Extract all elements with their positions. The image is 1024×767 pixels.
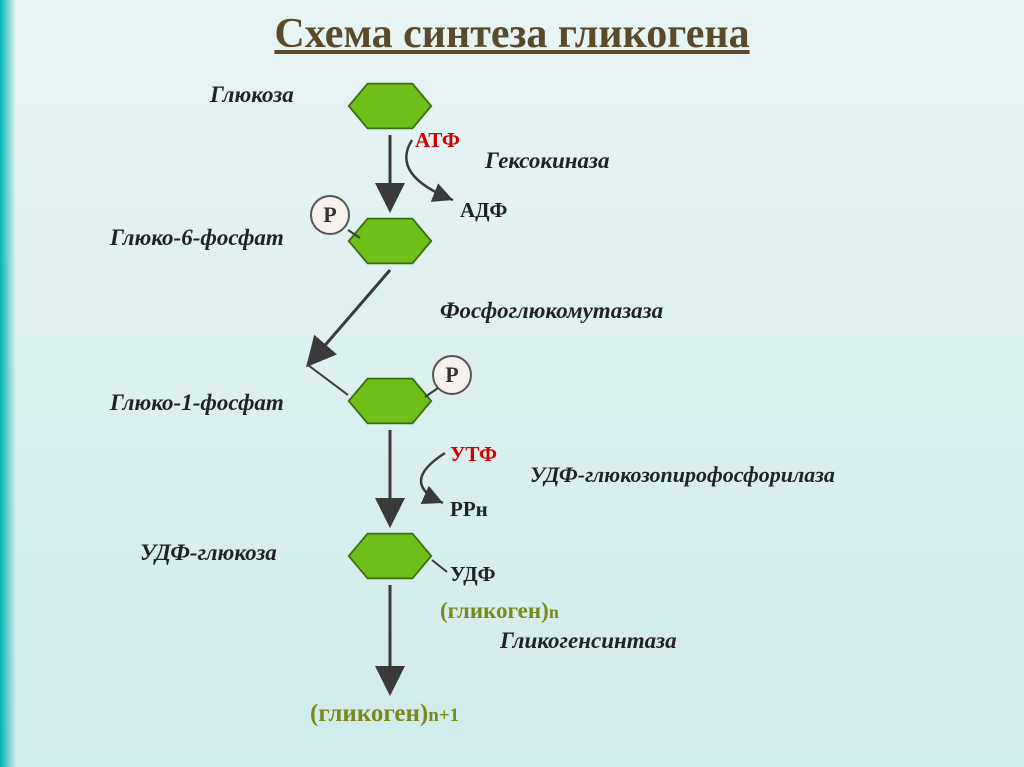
label-phosphoglucomutase: Фосфоглюкомутазаза [440, 298, 663, 324]
glycogen-n1-sub: n+1 [428, 705, 459, 726]
label-glycogen-n1: (гликоген)n+1 [310, 700, 459, 728]
label-udp: УДФ [450, 562, 496, 587]
label-atp: АТФ [415, 128, 460, 153]
label-ppn: PPн [450, 497, 488, 522]
label-glucose: Глюкоза [210, 82, 294, 108]
label-adp: АДФ [460, 198, 507, 223]
label-g6p: Глюко-6-фосфат [110, 225, 284, 251]
label-udp-glucose: УДФ-глюкоза [140, 540, 277, 566]
label-glycogen-n: (гликоген)n [440, 598, 559, 624]
label-hexokinase: Гексокиназа [485, 148, 610, 174]
label-glycogen-synthase: Гликогенсинтаза [500, 628, 677, 654]
glycogen-n-sub: n [549, 602, 559, 622]
label-utp: УТФ [450, 442, 497, 467]
label-g1p: Глюко-1-фосфат [110, 390, 284, 416]
label-udp-pyrophosphorylase: УДФ-глюкозопирофосфорилаза [530, 462, 835, 488]
glycogen-n-text: (гликоген) [440, 598, 549, 623]
glycogen-n1-text: (гликоген) [310, 700, 428, 727]
